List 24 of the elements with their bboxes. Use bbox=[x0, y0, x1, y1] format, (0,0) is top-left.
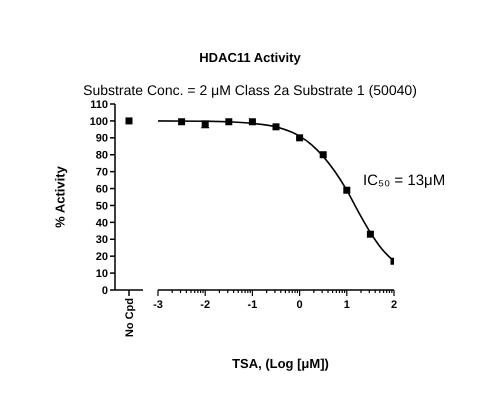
x-tick-label: 0 bbox=[296, 299, 303, 311]
x-tick-label: 1 bbox=[344, 299, 350, 311]
x-tick-label: 2 bbox=[390, 299, 398, 311]
y-tick-label: 0 bbox=[102, 284, 108, 297]
y-tick-label: 60 bbox=[96, 183, 108, 196]
x-axis-title: TSA, (Log [μM]) bbox=[231, 356, 330, 371]
y-tick-label: 100 bbox=[90, 116, 108, 128]
x-tick-label: -2 bbox=[200, 299, 210, 311]
x-tick-label: No Cpd bbox=[124, 298, 136, 338]
y-tick-label: 110 bbox=[90, 98, 108, 111]
y-tick-label: 50 bbox=[96, 200, 108, 212]
annotation: IC₅₀ = 13μM bbox=[363, 172, 446, 189]
y-tick-label: 40 bbox=[96, 217, 108, 230]
y-tick-label: 30 bbox=[96, 234, 108, 246]
chart-title: HDAC11 Activity bbox=[198, 50, 302, 65]
y-tick-label: 90 bbox=[96, 132, 108, 145]
y-tick-label: 80 bbox=[96, 150, 108, 162]
x-tick-label: -3 bbox=[153, 299, 163, 311]
chart-subtitle: Substrate Conc. = 2 μM Class 2a Substrate 1 (50040) bbox=[82, 82, 418, 98]
y-axis-title: % Activity bbox=[52, 165, 68, 228]
y-tick-label: 10 bbox=[96, 268, 108, 280]
y-tick-label: 70 bbox=[96, 166, 108, 179]
y-tick-label: 20 bbox=[96, 251, 108, 264]
x-tick-label: -1 bbox=[248, 299, 258, 311]
